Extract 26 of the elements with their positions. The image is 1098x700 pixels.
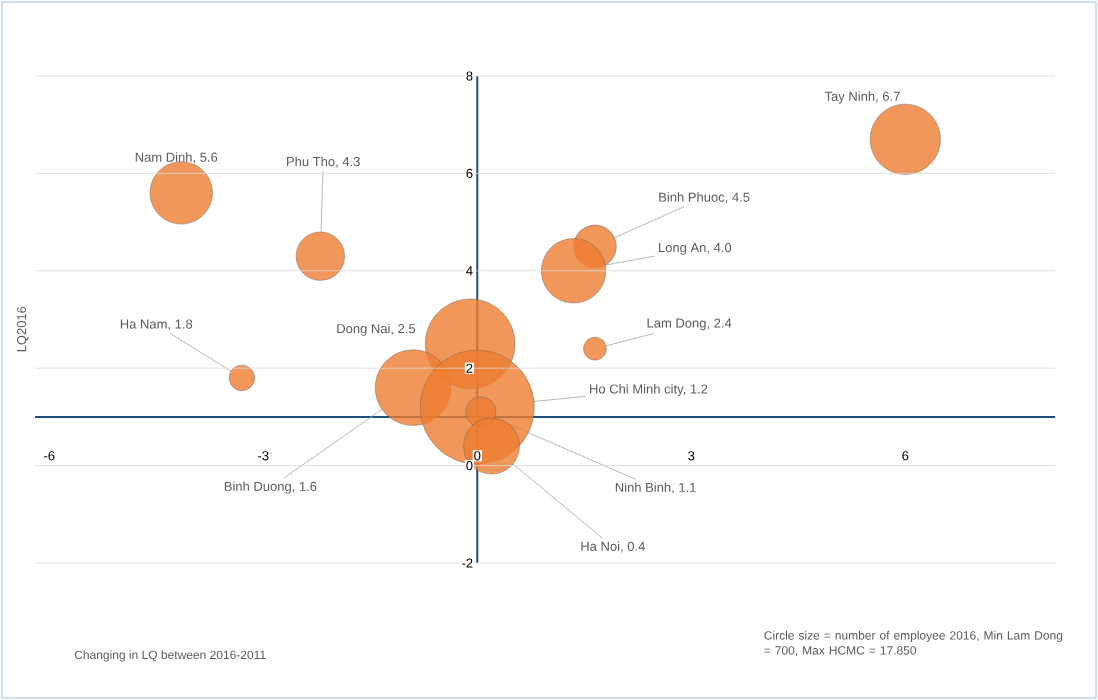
text: Changing in LQ between 2016-2011 [74,650,266,662]
data-label: Phu Tho, 4.3 [287,156,360,168]
y-tick-label: 6 [466,168,473,178]
data-label: Long An, 4.0 [659,242,732,255]
y-tick-label: 0 [466,460,473,471]
data-label: Tay Ninh, 6.7 [824,91,900,104]
text: Circle size = number of employee 2016, Min Lam Dong = 700, Max HCMC = 17.850 [764,630,1063,657]
x-tick-label: 6 [902,451,909,461]
data-label: Ninh Binh, 1.1 [615,482,696,494]
y-axis-title: LQ2016 [17,306,29,352]
x-tick-label: -3 [258,451,269,461]
y-tick-label: -2 [462,558,473,568]
y-tick-label: 4 [466,266,473,276]
data-label: Nam Dinh, 5.6 [135,152,218,164]
data-label: Ha Noi, 0.4 [581,541,645,553]
x-tick-label: 3 [688,451,695,461]
data-label: Binh Phuoc, 4.5 [659,192,750,204]
data-label: Lam Dong, 2.4 [647,318,732,331]
data-label: Dong Nai, 2.5 [337,323,416,336]
data-label: Ha Nam, 1.8 [120,319,193,331]
data-label: Binh Duong, 1.6 [224,481,317,494]
data-label: Ho Chi Minh city, 1.2 [590,384,708,397]
y-tick-label: 8 [466,71,473,81]
x-tick-label: 0 [474,451,481,461]
x-tick-label: -6 [44,451,55,461]
y-tick-label: 2 [466,363,473,373]
